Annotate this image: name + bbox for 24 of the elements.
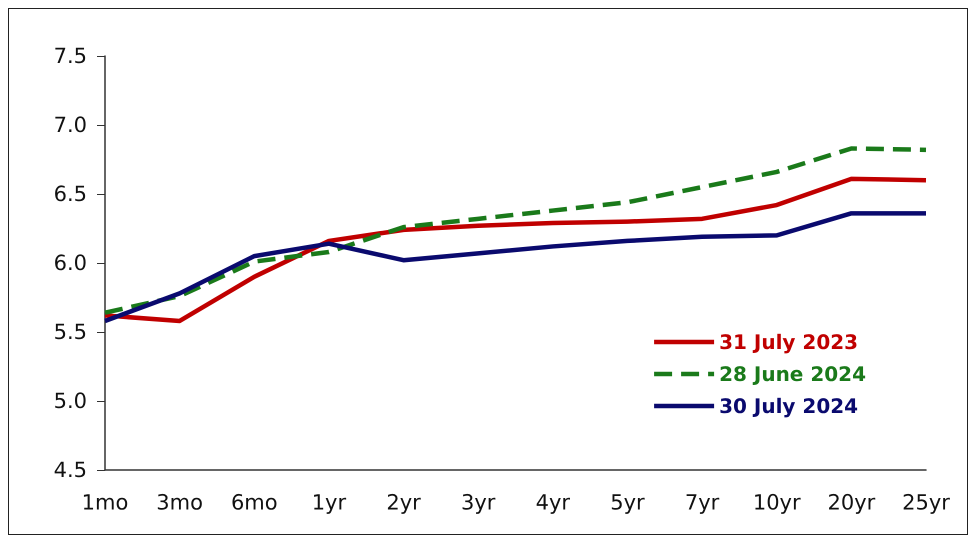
x-tick-label: 3mo	[156, 490, 203, 514]
y-tick-label: 6.0	[54, 251, 87, 275]
y-tick-label: 5.0	[54, 389, 87, 413]
legend-label: 28 June 2024	[719, 362, 866, 386]
line-series	[102, 146, 928, 315]
y-tick-label: 4.5	[54, 458, 87, 482]
y-tick-label: 5.5	[54, 320, 87, 344]
y-tick-label: 7.5	[54, 44, 87, 68]
x-tick-label: 4yr	[536, 490, 570, 514]
x-tick-label: 1yr	[312, 490, 346, 514]
x-tick-label: 2yr	[386, 490, 422, 514]
legend-label: 31 July 2023	[719, 330, 858, 354]
x-tick-label: 20yr	[827, 490, 876, 514]
legend-label: 30 July 2024	[719, 394, 858, 418]
y-tick-label: 7.0	[54, 113, 87, 137]
y-tick-label: 6.5	[54, 182, 87, 206]
x-tick-label: 6mo	[230, 490, 278, 514]
line-series	[102, 176, 928, 324]
x-tick-label: 10yr	[752, 490, 801, 514]
x-tick-label: 5yr	[610, 490, 646, 514]
x-tick-label: 3yr	[460, 490, 496, 514]
x-tick-label: 25yr	[902, 490, 950, 514]
x-tick-label: 7yr	[684, 490, 720, 514]
x-tick-label: 1mo	[82, 490, 128, 514]
